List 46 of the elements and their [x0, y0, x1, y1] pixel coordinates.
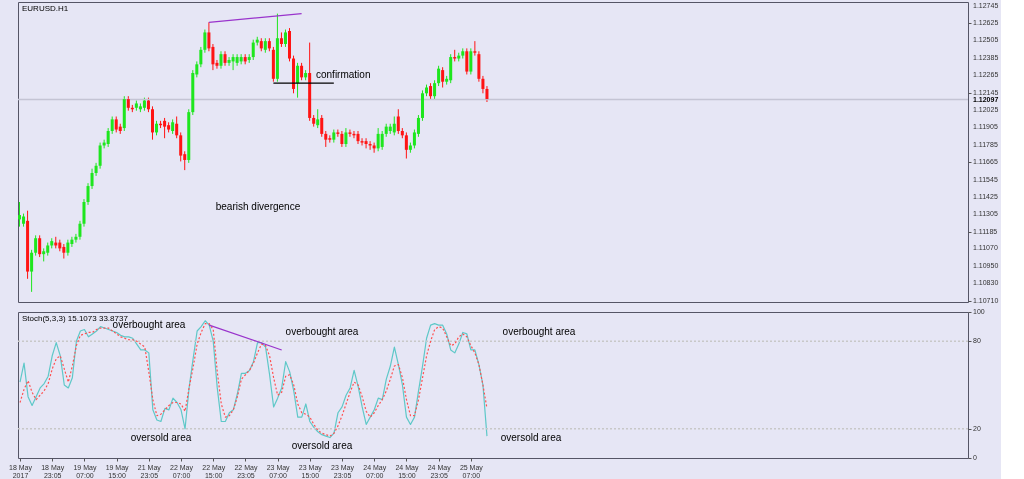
- candlestick: [396, 108, 400, 135]
- candlestick: [441, 66, 445, 89]
- candlestick: [38, 234, 42, 258]
- candlestick: [179, 131, 183, 162]
- candlestick: [150, 105, 154, 141]
- candlestick: [231, 53, 235, 71]
- candlestick: [320, 114, 324, 138]
- candlestick: [360, 137, 364, 146]
- candlestick: [199, 46, 203, 68]
- candlestick: [316, 108, 320, 129]
- candlestick: [364, 137, 368, 149]
- candlestick: [251, 39, 255, 61]
- candlestick: [348, 129, 352, 138]
- candlestick: [235, 53, 239, 67]
- candlestick: [106, 127, 110, 148]
- candlestick: [98, 142, 102, 170]
- annotation: oversold area: [291, 440, 353, 451]
- annotation: confirmation: [316, 69, 371, 80]
- candlestick: [372, 142, 376, 154]
- annotation: overbought area: [502, 326, 576, 337]
- candlestick: [376, 127, 380, 152]
- candlestick: [449, 53, 453, 84]
- candlestick: [296, 62, 300, 99]
- candlestick: [163, 117, 167, 139]
- candlestick: [239, 53, 243, 65]
- candlestick: [392, 115, 396, 136]
- candlestick: [433, 79, 437, 100]
- candlestick: [175, 115, 179, 139]
- annotation: bearish divergence: [215, 201, 301, 212]
- candlestick: [465, 47, 469, 75]
- candlestick: [227, 56, 231, 67]
- candlestick: [404, 131, 408, 160]
- candlestick: [344, 127, 348, 148]
- candlestick: [18, 201, 22, 228]
- candlestick: [203, 29, 207, 54]
- candlestick: [34, 234, 38, 257]
- chart-title: Stoch(5,3,3) 15.1073 33.8737: [22, 314, 129, 323]
- annotation: oversold area: [500, 432, 562, 443]
- candlestick: [356, 130, 360, 145]
- annotation: overbought area: [285, 326, 359, 337]
- candlestick: [469, 47, 473, 75]
- candlestick: [30, 249, 34, 293]
- chart-title: EURUSD.H1: [22, 4, 69, 13]
- annotation: oversold area: [130, 432, 192, 443]
- candlestick: [380, 130, 384, 151]
- candlestick: [437, 65, 441, 87]
